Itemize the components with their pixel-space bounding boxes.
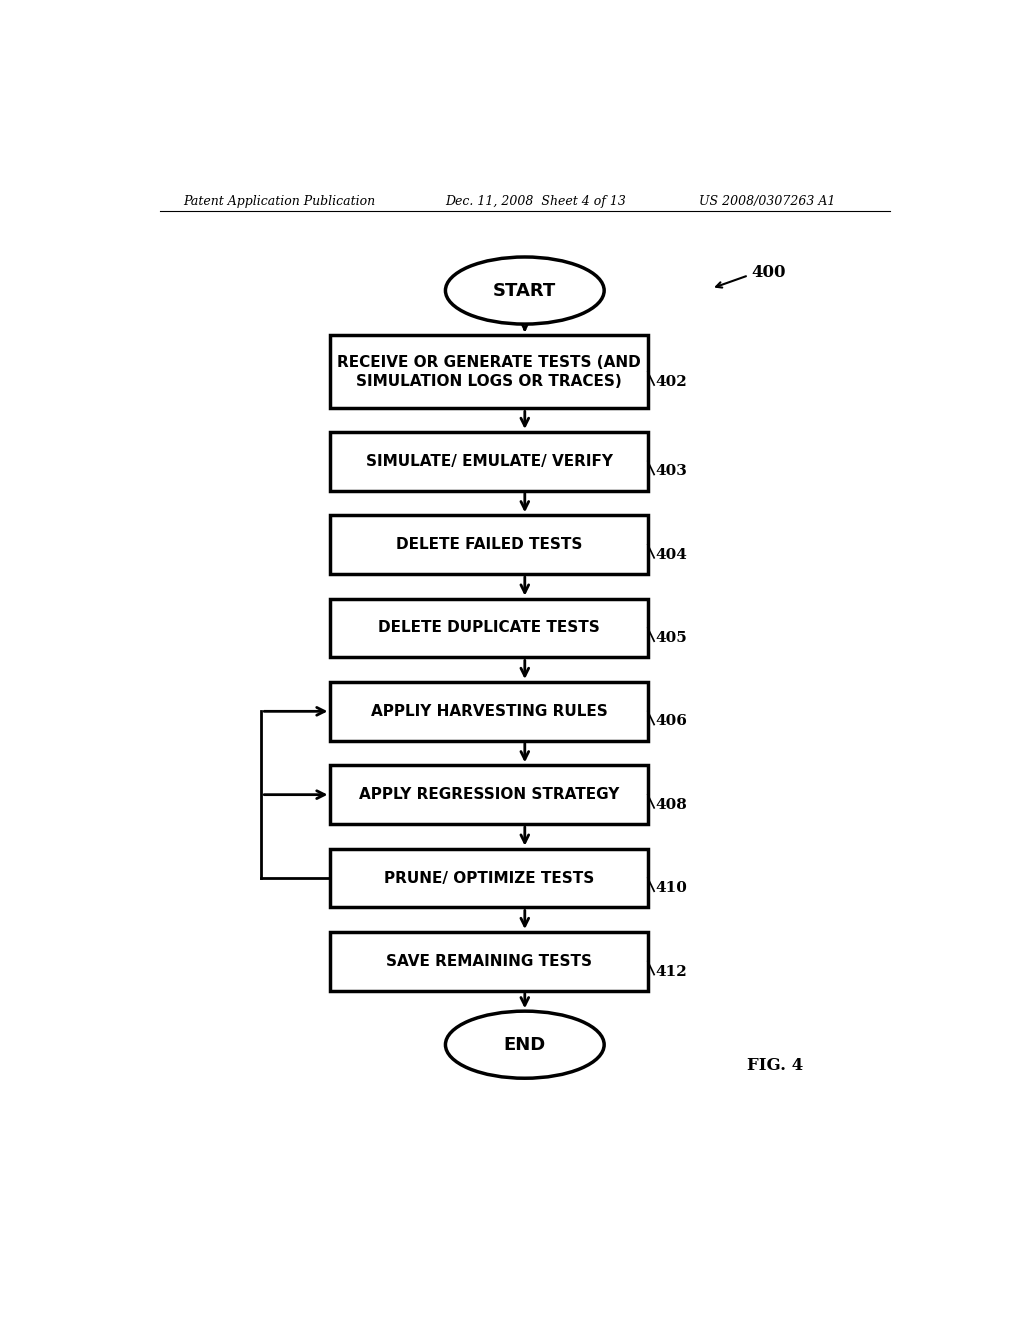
Ellipse shape	[445, 257, 604, 325]
Text: APPLY REGRESSION STRATEGY: APPLY REGRESSION STRATEGY	[358, 787, 620, 803]
Text: 404: 404	[655, 548, 688, 562]
Text: DELETE DUPLICATE TESTS: DELETE DUPLICATE TESTS	[378, 620, 600, 635]
FancyBboxPatch shape	[331, 335, 648, 408]
Text: FIG. 4: FIG. 4	[748, 1056, 803, 1073]
FancyBboxPatch shape	[331, 932, 648, 991]
Text: Dec. 11, 2008  Sheet 4 of 13: Dec. 11, 2008 Sheet 4 of 13	[445, 194, 627, 207]
FancyBboxPatch shape	[331, 432, 648, 491]
Text: PRUNE/ OPTIMIZE TESTS: PRUNE/ OPTIMIZE TESTS	[384, 870, 594, 886]
FancyBboxPatch shape	[331, 682, 648, 741]
Text: SIMULATE/ EMULATE/ VERIFY: SIMULATE/ EMULATE/ VERIFY	[366, 454, 612, 469]
Text: SAVE REMAINING TESTS: SAVE REMAINING TESTS	[386, 954, 592, 969]
Text: Patent Application Publication: Patent Application Publication	[183, 194, 376, 207]
Text: 412: 412	[655, 965, 687, 978]
Text: 403: 403	[655, 465, 688, 478]
Text: START: START	[494, 281, 556, 300]
FancyBboxPatch shape	[331, 598, 648, 657]
Text: 402: 402	[655, 375, 687, 389]
Text: DELETE FAILED TESTS: DELETE FAILED TESTS	[396, 537, 583, 552]
Text: 410: 410	[655, 882, 688, 895]
Ellipse shape	[445, 1011, 604, 1078]
Text: RECEIVE OR GENERATE TESTS (AND
SIMULATION LOGS OR TRACES): RECEIVE OR GENERATE TESTS (AND SIMULATIO…	[337, 355, 641, 388]
Text: US 2008/0307263 A1: US 2008/0307263 A1	[699, 194, 836, 207]
Text: APPLIY HARVESTING RULES: APPLIY HARVESTING RULES	[371, 704, 607, 719]
Text: 408: 408	[655, 797, 688, 812]
FancyBboxPatch shape	[331, 849, 648, 907]
FancyBboxPatch shape	[331, 515, 648, 574]
Text: END: END	[504, 1036, 546, 1053]
Text: 400: 400	[751, 264, 785, 281]
FancyBboxPatch shape	[331, 766, 648, 824]
Text: 405: 405	[655, 631, 687, 645]
Text: 406: 406	[655, 714, 688, 729]
